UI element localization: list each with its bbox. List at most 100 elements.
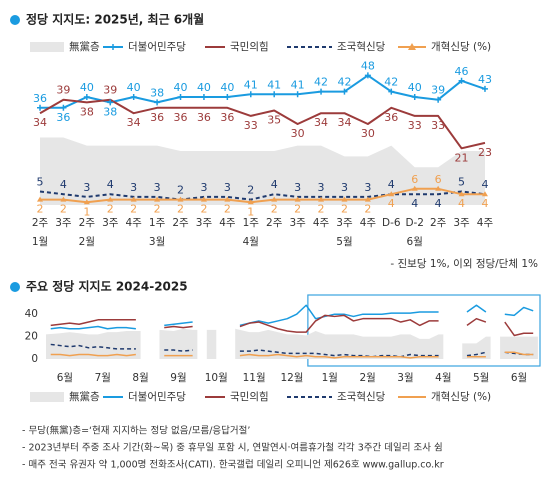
data-label: 6 xyxy=(435,173,442,186)
marker xyxy=(130,196,137,202)
data-label: 36 xyxy=(56,111,70,124)
x-tick-label: 3주 xyxy=(55,217,72,229)
data-label: 5 xyxy=(458,176,465,189)
x-tick-label: 1월 xyxy=(322,372,338,384)
data-label: 2 xyxy=(318,203,325,216)
x-tick-label: 2월 xyxy=(359,372,375,384)
legend-label: 조국혁신당 xyxy=(337,41,386,53)
data-label: 42 xyxy=(337,76,351,89)
marker xyxy=(294,196,301,202)
data-label: 33 xyxy=(431,119,445,132)
data-label: 4 xyxy=(271,178,278,191)
line xyxy=(50,343,534,358)
chart-note: - 진보당 1%, 이외 정당/단체 1% xyxy=(390,258,538,270)
data-label: 2 xyxy=(294,203,301,216)
marker xyxy=(481,191,488,197)
marker xyxy=(107,196,114,202)
x-tick-label: 3주 xyxy=(453,217,470,229)
marker xyxy=(107,99,114,106)
data-label: 40 xyxy=(197,81,211,94)
data-label: 2 xyxy=(271,203,278,216)
legend-swatch xyxy=(30,42,64,52)
legend-label: 조국혁신당 xyxy=(337,391,386,403)
x-tick-label: 2주 xyxy=(79,217,96,229)
legend-marker xyxy=(408,43,416,50)
x-group-label: 1월 xyxy=(32,236,48,248)
data-label: 4 xyxy=(458,197,465,210)
marker xyxy=(388,191,395,197)
data-label: 2 xyxy=(107,203,114,216)
marker xyxy=(435,185,442,191)
marker xyxy=(411,94,418,100)
x-tick-label: 3주 xyxy=(196,217,213,229)
data-label: 33 xyxy=(408,119,422,132)
x-group-label: 2월 xyxy=(79,236,95,248)
y-tick-label: 0 xyxy=(31,353,38,365)
x-group-label: 4월 xyxy=(243,236,259,248)
x-tick-label: 7월 xyxy=(95,372,111,384)
y-tick-label: 40 xyxy=(25,308,38,320)
data-label: 30 xyxy=(361,127,375,140)
marker xyxy=(411,185,418,191)
data-label: 36 xyxy=(174,111,188,124)
data-label: 41 xyxy=(267,78,281,91)
marker xyxy=(271,196,278,202)
x-tick-label: 6월 xyxy=(57,372,73,384)
marker xyxy=(224,196,231,202)
data-label: 2 xyxy=(224,203,231,216)
data-label: 4 xyxy=(435,197,442,210)
x-group-label: 3월 xyxy=(149,236,165,248)
x-tick-label: 4주 xyxy=(126,217,143,229)
x-group-label: 5월 xyxy=(336,236,352,248)
data-label: 2 xyxy=(200,203,207,216)
marker xyxy=(177,94,184,100)
data-label: 34 xyxy=(314,116,328,129)
data-label: 38 xyxy=(150,86,164,99)
legend-label: 더불어민주당 xyxy=(128,391,186,403)
data-label: 34 xyxy=(337,116,351,129)
data-label: 2 xyxy=(60,203,67,216)
marker xyxy=(154,99,161,106)
legend-label: 더불어민주당 xyxy=(128,41,186,53)
line xyxy=(39,190,486,201)
marker xyxy=(318,88,325,95)
x-tick-label: 3주 xyxy=(102,217,119,229)
data-label: 39 xyxy=(103,84,117,97)
data-label: 48 xyxy=(361,59,375,72)
data-label: 39 xyxy=(431,84,445,97)
chart-title: 정당 지지도: 2025년, 최근 6개월 xyxy=(26,12,204,27)
data-label: 36 xyxy=(150,111,164,124)
legend-label: 無黨층 xyxy=(69,40,100,53)
data-label: 2 xyxy=(364,203,371,216)
x-tick-label: 11월 xyxy=(243,372,266,384)
data-label: 3 xyxy=(224,181,231,194)
marker xyxy=(154,196,161,202)
x-tick-label: 12월 xyxy=(280,372,303,384)
data-label: 30 xyxy=(291,127,305,140)
data-label: 2 xyxy=(130,203,137,216)
data-label: 43 xyxy=(478,73,492,86)
area xyxy=(40,137,485,205)
data-label: 35 xyxy=(267,114,281,127)
data-label: 38 xyxy=(80,105,94,118)
legend-label: 국민의힘 xyxy=(230,41,269,53)
marker xyxy=(177,196,184,202)
line xyxy=(39,98,486,150)
data-label: 4 xyxy=(107,178,114,191)
data-label: 36 xyxy=(33,92,47,105)
x-tick-label: 9월 xyxy=(170,372,186,384)
x-tick-label: 6월 xyxy=(511,372,527,384)
data-label: 4 xyxy=(411,197,418,210)
data-label: 4 xyxy=(60,178,67,191)
marker xyxy=(200,94,207,100)
data-label: 6 xyxy=(411,173,418,186)
marker xyxy=(247,199,254,205)
data-label: 3 xyxy=(294,181,301,194)
data-label: 3 xyxy=(341,181,348,194)
x-tick-label: 3주 xyxy=(289,217,306,229)
data-label: 2 xyxy=(177,203,184,216)
data-label: 46 xyxy=(455,65,469,78)
marker xyxy=(60,104,67,111)
marker xyxy=(247,91,254,98)
data-label: 33 xyxy=(244,119,258,132)
